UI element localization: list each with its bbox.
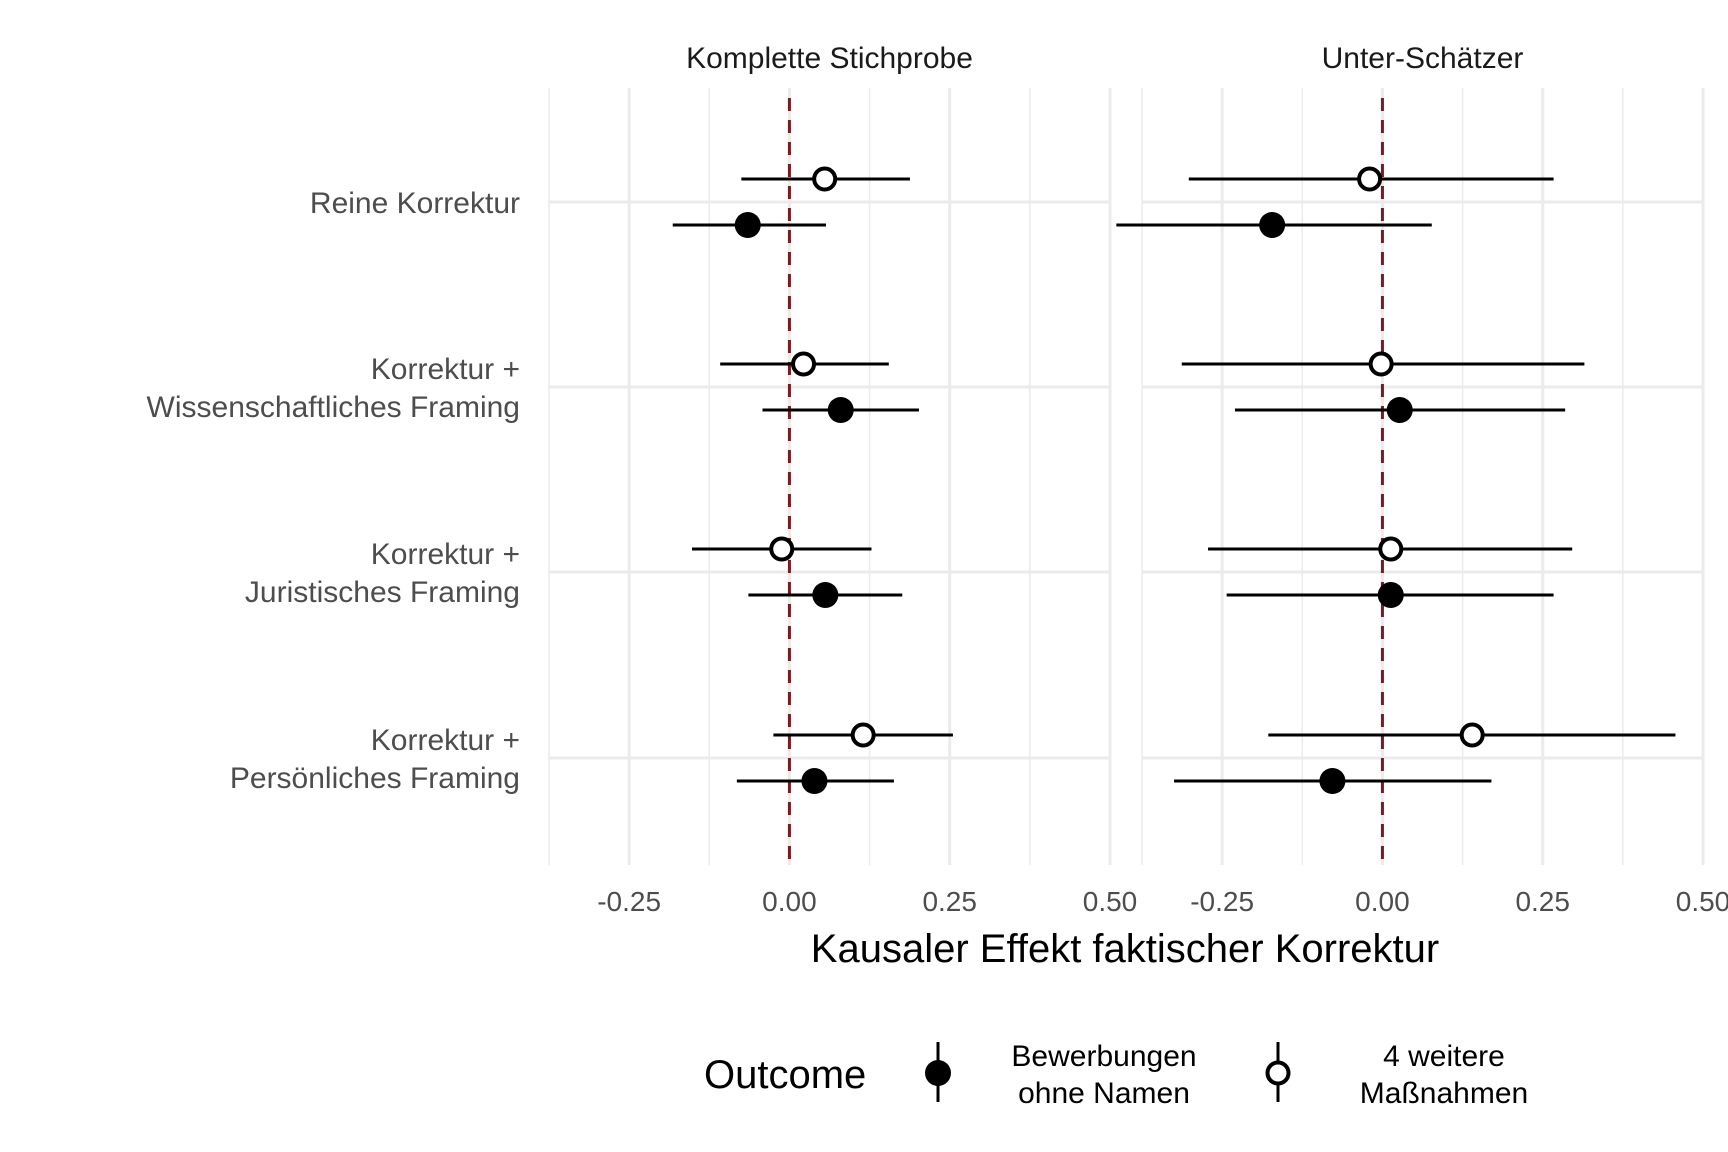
point-estimate-open [769, 536, 795, 562]
category-label: Persönliches Framing [230, 762, 520, 795]
panel-title: Unter-Schätzer [1322, 42, 1524, 75]
point-estimate-filled [827, 397, 854, 423]
point-estimate-open [1368, 351, 1394, 377]
point-estimate-open [791, 351, 817, 377]
legend-title: Outcome [704, 1053, 866, 1097]
legend-label: Maßnahmen [1360, 1077, 1528, 1110]
legend-key-open-circle [1265, 1060, 1291, 1086]
x-tick-label: 0.25 [922, 886, 977, 917]
point-estimate-open [850, 722, 876, 748]
point-estimate-filled [1259, 212, 1286, 238]
point-estimate-open [812, 166, 838, 192]
point-estimate-filled [734, 212, 761, 238]
x-tick-label: 0.25 [1515, 886, 1570, 917]
point-estimate-open [1378, 536, 1404, 562]
category-label: Reine Korrektur [310, 187, 520, 220]
point-estimate-open [1459, 722, 1485, 748]
category-label: Korrektur + [371, 538, 520, 571]
legend-label: Bewerbungen [1011, 1040, 1196, 1073]
category-label: Wissenschaftliches Framing [147, 391, 520, 424]
category-label: Juristisches Framing [245, 576, 520, 609]
x-axis-title: Kausaler Effekt faktischer Korrektur [811, 927, 1439, 971]
panels-group: Komplette Stichprobe-0.25 0.00 0.25 0.50Unt… [548, 42, 1728, 917]
legend-label: 4 weitere [1383, 1040, 1505, 1073]
category-label: Korrektur + [371, 353, 520, 386]
point-estimate-filled [812, 582, 839, 608]
panel-1: Komplette Stichprobe -0.25 0.00 0.25 0.50 [548, 42, 1138, 917]
point-estimate-open [1357, 166, 1383, 192]
panel-title: Komplette Stichprobe [686, 42, 973, 75]
x-tick-label: 0.00 [762, 886, 817, 917]
legend: Outcome Bewerbungen ohne Namen 4 weitere Maß… [704, 1040, 1528, 1110]
point-estimate-filled [801, 768, 828, 794]
point-estimate-filled [1386, 397, 1413, 423]
legend-key-filled-circle [925, 1060, 951, 1086]
panel-2: Unter-Schätzer -0.25 0.00 0.25 0.50 [1116, 42, 1728, 917]
x-tick-label: 0.50 [1083, 886, 1138, 917]
x-tick-label: 0.50 [1676, 886, 1728, 917]
y-axis-labels: Reine Korrektur Korrektur + Wissenschaftli… [147, 187, 520, 795]
x-tick-label: -0.25 [1190, 886, 1254, 917]
category-label: Korrektur + [371, 724, 520, 757]
x-tick-label: -0.25 [597, 886, 661, 917]
point-estimate-filled [1377, 582, 1404, 608]
legend-label: ohne Namen [1018, 1077, 1190, 1110]
point-estimate-filled [1319, 768, 1346, 794]
x-tick-label: 0.00 [1355, 886, 1410, 917]
